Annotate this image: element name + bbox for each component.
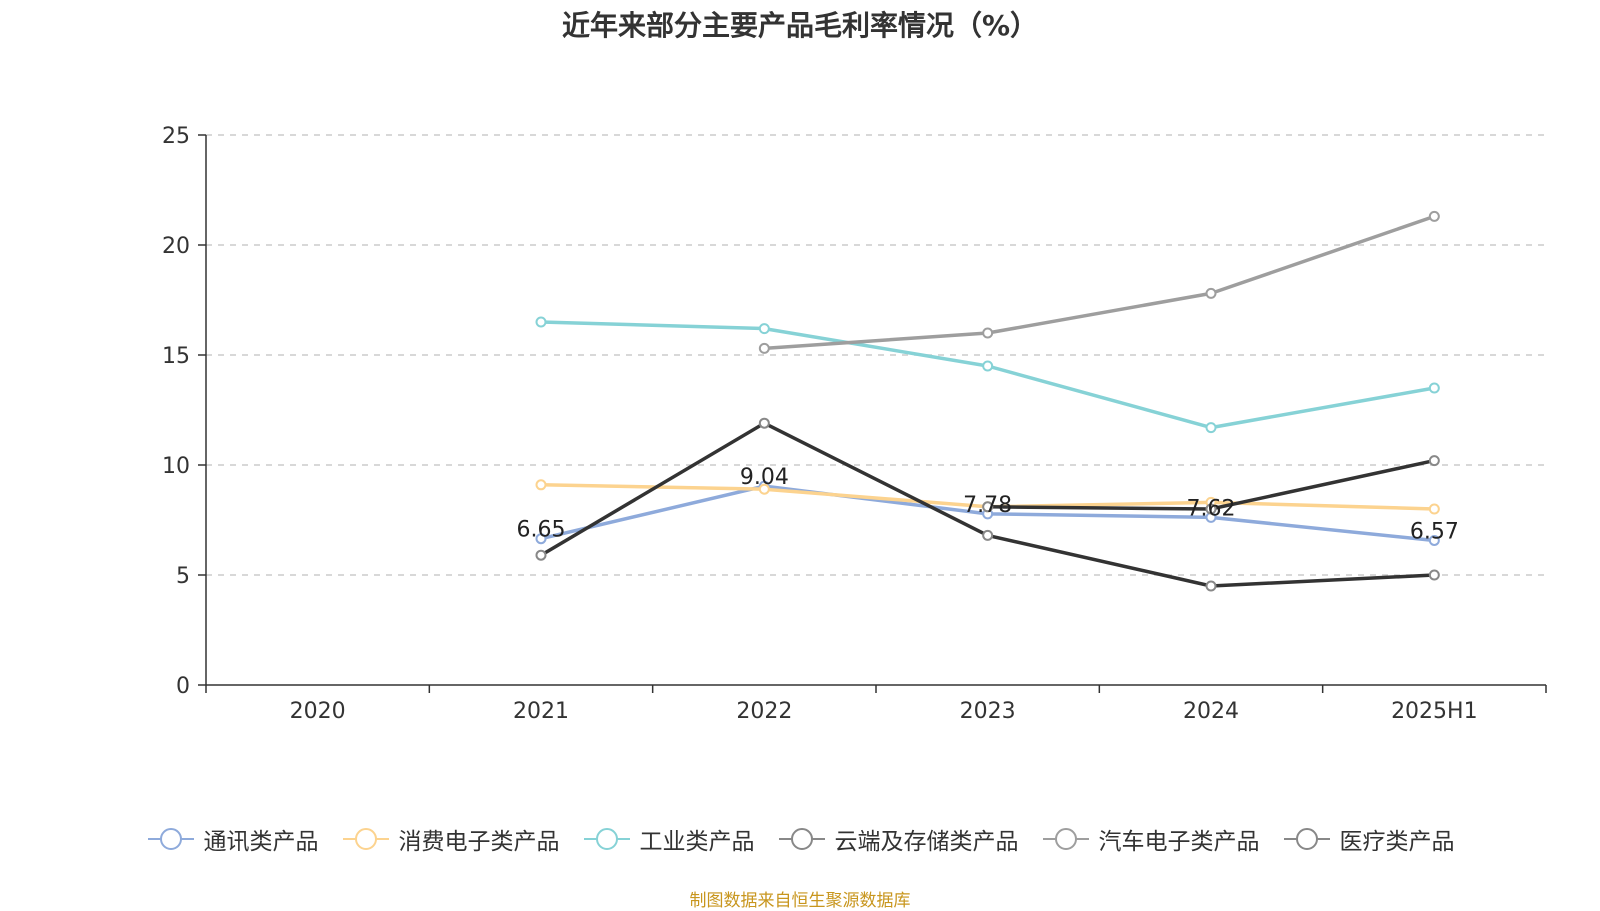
- data-point-4: [758, 342, 770, 354]
- legend-marker-icon: [147, 828, 194, 850]
- legend-item[interactable]: 工业类产品: [582, 822, 755, 856]
- data-point-2: [1205, 422, 1217, 434]
- data-point-2: [1428, 382, 1440, 394]
- legend-marker-icon: [1283, 828, 1330, 850]
- data-source-note: 制图数据来自恒生聚源数据库: [689, 891, 911, 911]
- data-point-5: [1428, 455, 1440, 467]
- x-tick-label: 2024: [1183, 699, 1239, 724]
- legend-marker-icon: [1042, 828, 1089, 850]
- legend-item[interactable]: 云端及存储类产品: [777, 822, 1019, 856]
- data-label: 6.65: [517, 518, 566, 543]
- legend-item[interactable]: 医疗类产品: [1282, 822, 1455, 856]
- data-label: 7.62: [1187, 496, 1236, 521]
- data-point-4: [1428, 210, 1440, 222]
- x-tick-label: 2021: [513, 699, 569, 724]
- data-label: 7.78: [963, 493, 1012, 518]
- data-point-5: [982, 501, 994, 513]
- data-point-1: [758, 483, 770, 495]
- data-label: 9.04: [740, 465, 789, 490]
- data-point-0: [1428, 534, 1440, 546]
- y-tick-label: 20: [162, 234, 190, 259]
- legend-label: 通讯类产品: [203, 829, 319, 855]
- y-tick-label: 15: [162, 344, 190, 369]
- data-point-5: [1205, 503, 1217, 515]
- legend-label: 云端及存储类产品: [834, 829, 1019, 855]
- chart-title: 近年来部分主要产品毛利率情况（%）: [561, 9, 1039, 42]
- legend-item[interactable]: 消费电子类产品: [341, 822, 560, 856]
- line-chart: 0 5 10 15 20 25 2020 2021 2022 2023 2024 2025H1 6.65…: [162, 124, 1547, 724]
- y-tick-label: 0: [176, 674, 190, 699]
- chart-legend: 通讯类产品 消费电子类产品 工业类产品 云端及存储类产品 汽车电子类产品 医疗类产品: [0, 822, 1600, 856]
- data-label: 6.57: [1410, 519, 1459, 544]
- legend-marker-icon: [778, 828, 825, 850]
- data-point-1: [1428, 503, 1440, 515]
- legend-label: 汽车电子类产品: [1098, 829, 1260, 855]
- x-tick-label: 2022: [736, 699, 792, 724]
- data-point-3: [758, 417, 770, 429]
- data-point-3: [982, 529, 994, 541]
- y-tick-label: 5: [176, 564, 190, 589]
- legend-marker-icon: [583, 828, 630, 850]
- data-point-3: [535, 549, 547, 561]
- series-line-4: [764, 214, 1435, 351]
- legend-label: 医疗类产品: [1339, 829, 1455, 855]
- legend-label: 消费电子类产品: [398, 829, 560, 855]
- data-point-4: [1205, 287, 1217, 299]
- data-point-2: [758, 323, 770, 335]
- data-point-2: [982, 360, 994, 372]
- data-point-3: [1205, 580, 1217, 592]
- legend-label: 工业类产品: [639, 829, 755, 855]
- legend-marker-icon: [342, 828, 389, 850]
- legend-item[interactable]: 汽车电子类产品: [1041, 822, 1260, 856]
- x-tick-label: 2025H1: [1391, 699, 1478, 724]
- data-point-0: [535, 533, 547, 545]
- y-tick-label: 25: [162, 124, 190, 149]
- x-tick-label: 2020: [290, 699, 346, 724]
- data-point-1: [535, 479, 547, 491]
- data-point-4: [982, 327, 994, 339]
- data-point-2: [535, 316, 547, 328]
- data-point-3: [1428, 569, 1440, 581]
- legend-item[interactable]: 通讯类产品: [146, 822, 319, 856]
- y-tick-label: 10: [162, 454, 190, 479]
- x-tick-label: 2023: [960, 699, 1016, 724]
